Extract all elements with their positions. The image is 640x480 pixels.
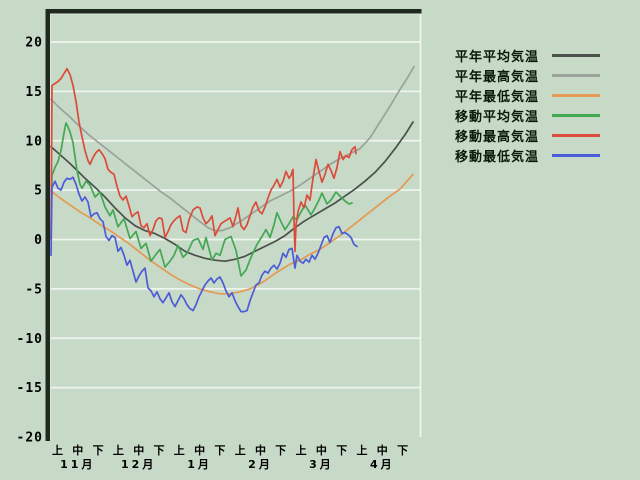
x-axis-period-label: 下 — [275, 444, 286, 457]
x-axis-period-label: 上 — [235, 443, 246, 457]
legend-item: 平年平均気温 — [455, 45, 625, 65]
legend-item: 移動平均気温 — [455, 105, 625, 125]
legend-item: 平年最低気温 — [455, 85, 625, 105]
x-axis-period-label: 下 — [336, 444, 347, 457]
legend-line-swatch — [552, 73, 600, 77]
x-axis-period-label: 下 — [214, 444, 225, 457]
y-axis-label: -5 — [25, 282, 43, 297]
x-axis-top-line — [45, 9, 422, 14]
legend-line-swatch — [552, 153, 600, 157]
x-axis-month-label: 11月 — [60, 458, 95, 471]
x-axis-period-label: 上 — [174, 443, 185, 457]
series-line-平年最低気温 — [50, 173, 414, 295]
legend-line-swatch — [552, 133, 600, 137]
x-axis-period-label: 上 — [357, 443, 368, 457]
x-axis-period-label: 中 — [72, 443, 83, 457]
x-axis-month-label: 2月 — [248, 458, 273, 471]
legend-label: 移動最高気温 — [455, 129, 540, 145]
x-axis-month-label: 4月 — [370, 458, 395, 471]
x-axis-period-label: 下 — [154, 444, 165, 457]
legend-line-swatch — [552, 113, 600, 117]
y-axis-label: 5 — [34, 184, 43, 199]
series-line-平年最高気温 — [50, 65, 415, 232]
x-axis-month-label: 12月 — [121, 458, 156, 471]
x-axis-month-label: 3月 — [309, 458, 334, 471]
y-axis-label: 15 — [25, 85, 43, 100]
x-axis-period-label: 上 — [52, 443, 63, 457]
x-axis-period-label: 中 — [133, 443, 144, 457]
x-axis-period-label: 中 — [194, 443, 205, 457]
y-axis-label: -20 — [17, 431, 43, 446]
legend-label: 平年平均気温 — [455, 49, 540, 65]
legend-item: 移動最低気温 — [455, 145, 625, 165]
x-axis-period-label: 上 — [296, 443, 307, 457]
x-axis-period-label: 中 — [377, 443, 388, 457]
series-line-移動最高気温 — [50, 67, 357, 253]
chart-legend: 平年平均気温 平年最高気温 平年最低気温 移動平均気温 移動最高気温 移動最低気… — [455, 45, 625, 165]
y-axis-label: -15 — [17, 381, 43, 396]
series-line-移動平均気温 — [50, 122, 353, 277]
legend-item: 移動最高気温 — [455, 125, 625, 145]
legend-item: 平年最高気温 — [455, 65, 625, 85]
y-axis-label: 0 — [34, 233, 43, 248]
legend-line-swatch — [552, 53, 600, 57]
x-axis-period-label: 下 — [397, 444, 408, 457]
y-axis-label: 20 — [25, 36, 43, 51]
x-axis-period-label: 下 — [93, 444, 104, 457]
legend-label: 移動最低気温 — [455, 149, 540, 165]
series-line-移動最低気温 — [50, 176, 358, 313]
y-axis-line — [45, 9, 50, 441]
series-line-平年平均気温 — [50, 121, 414, 263]
legend-label: 平年最高気温 — [455, 69, 540, 85]
y-axis-label: -10 — [17, 332, 43, 347]
legend-line-swatch — [552, 93, 600, 97]
x-axis-period-label: 中 — [316, 443, 327, 457]
x-axis-period-label: 上 — [113, 443, 124, 457]
legend-label: 移動平均気温 — [455, 109, 540, 125]
y-axis-label: 10 — [25, 134, 43, 149]
x-axis-month-label: 1月 — [187, 458, 212, 471]
x-axis-period-label: 中 — [255, 443, 266, 457]
legend-label: 平年最低気温 — [455, 89, 540, 105]
